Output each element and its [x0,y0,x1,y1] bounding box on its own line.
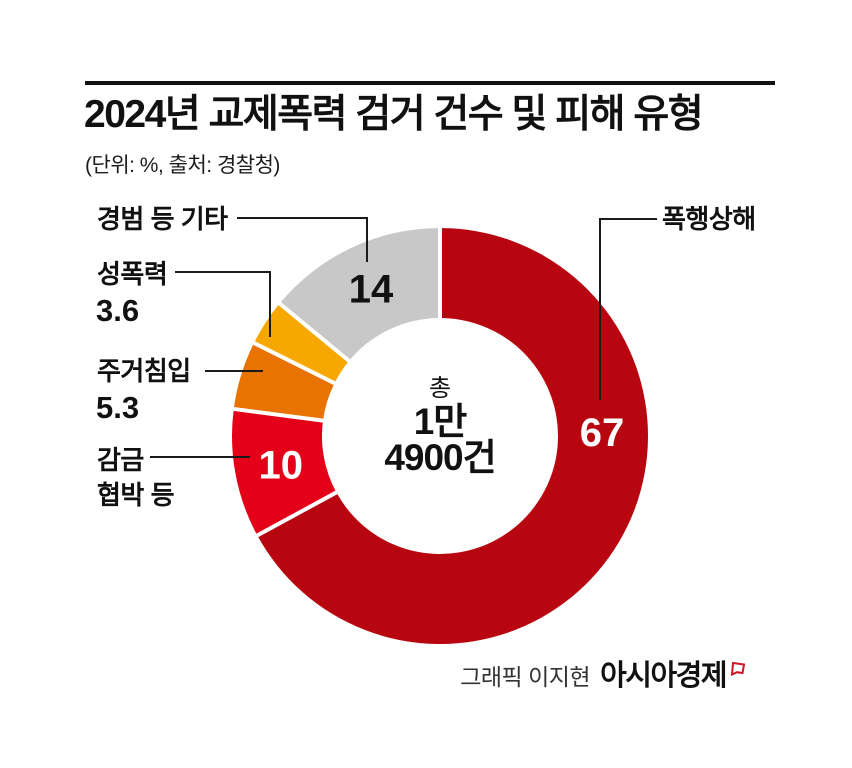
segment-value-label-4: 14 [349,267,394,311]
center-total-line2: 4900건 [384,437,496,478]
callout-label-sexual-violence: 성폭력 [97,259,168,289]
callout-label-housebreaking: 주거침입 [97,356,191,386]
chart-unit-source-note: (단위: %, 출처: 경찰청) [85,154,280,177]
donut-segment-2 [233,342,335,421]
segment-divider [255,490,339,538]
segment-divider [252,340,337,386]
segment-value-label-0: 67 [580,411,625,455]
top-rule [85,81,775,85]
callout-line [237,217,368,262]
center-total-line1: 1만 [413,401,468,442]
donut-segment-4 [279,228,440,361]
segment-divider [277,301,352,364]
credit-line: 그래픽 이지현 아시아경제 [460,652,752,694]
callout-line [599,218,657,400]
callout-label-assault-injury: 폭행상해 [662,204,756,234]
donut-segment-3 [253,303,350,384]
donut-segment-1 [232,408,337,536]
callout-line [175,271,271,337]
callout-value-housebreaking: 5.3 [96,390,140,425]
brand-logo-text: 아시아경제 [600,660,727,692]
segment-value-label-1: 10 [258,444,303,488]
graphic-byline: 그래픽 이지현 [460,664,591,690]
callout-label-confinement-threats: 감금 협박 등 [97,445,174,510]
donut-center-total: 총 1만 4900건 [340,374,540,476]
center-total-prefix: 총 [428,375,452,402]
donut-segment-0 [257,228,649,644]
segment-divider [232,406,325,423]
page-title: 2024년 교제폭력 검거 건수 및 피해 유형 [84,93,704,136]
brand-logo-mark-icon [730,661,746,682]
callout-value-sexual-violence: 3.6 [96,293,140,328]
callout-label-misc-other: 경범 등 기타 [97,204,228,234]
